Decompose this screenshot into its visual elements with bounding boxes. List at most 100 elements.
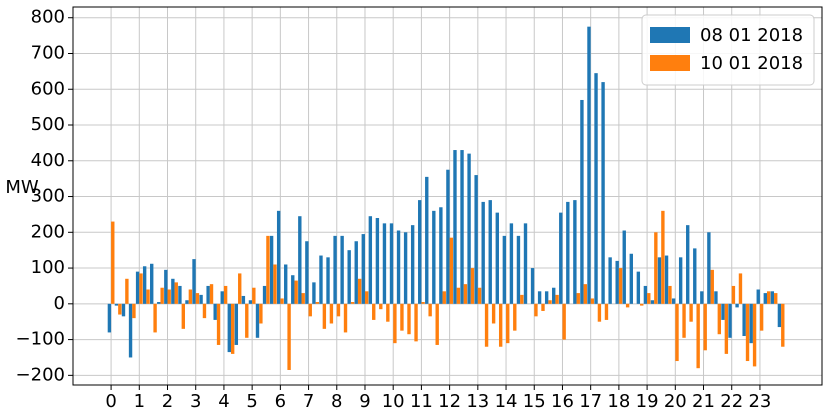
bar: [421, 302, 425, 304]
bar: [544, 291, 549, 304]
bar: [481, 201, 485, 304]
y-axis-label: MW: [5, 177, 39, 198]
x-tick-label: 20: [664, 391, 687, 412]
x-tick-label: 4: [218, 391, 229, 412]
bar: [213, 303, 217, 320]
y-tick-label: −100: [16, 329, 65, 350]
bar: [770, 291, 775, 304]
bar: [336, 303, 341, 317]
bar: [125, 278, 129, 304]
bar: [146, 289, 150, 304]
bar: [164, 269, 168, 304]
bar: [287, 303, 291, 370]
bar: [150, 263, 154, 304]
bar: [315, 302, 319, 304]
bar: [777, 303, 782, 328]
x-tick-label: 14: [495, 391, 518, 412]
bar: [759, 303, 764, 331]
x-tick-label: 17: [579, 391, 602, 412]
bar: [245, 303, 249, 338]
bar: [559, 212, 563, 304]
bar: [209, 284, 214, 304]
bar: [597, 303, 602, 322]
bar: [322, 303, 327, 329]
bar: [139, 273, 143, 304]
bar: [728, 303, 732, 338]
bar: [220, 291, 224, 304]
bar: [654, 232, 658, 304]
legend-label: 10 01 2018: [700, 53, 803, 74]
x-tick-label: 21: [692, 391, 715, 412]
y-tick-label: 300: [31, 186, 65, 207]
bar: [230, 303, 235, 354]
bar: [686, 225, 690, 304]
bar: [114, 303, 119, 306]
bar: [192, 259, 196, 304]
bar: [446, 169, 450, 304]
bar: [259, 303, 263, 324]
x-tick-label: 10: [382, 391, 405, 412]
bar: [671, 298, 676, 304]
bar: [752, 303, 757, 367]
bar: [142, 266, 147, 304]
bar: [178, 285, 182, 304]
bar: [590, 298, 595, 304]
x-tick-label: 11: [410, 391, 433, 412]
bar: [410, 225, 415, 304]
bar: [153, 303, 157, 333]
bar: [294, 280, 298, 304]
bar: [326, 257, 330, 304]
bar: [700, 291, 704, 304]
bar: [707, 232, 711, 304]
x-tick-label: 7: [303, 391, 314, 412]
bar: [774, 293, 778, 304]
bar: [276, 210, 281, 304]
bar: [241, 295, 246, 304]
x-tick-label: 13: [466, 391, 489, 412]
bar: [333, 235, 337, 304]
bar: [291, 275, 295, 304]
bar: [301, 293, 305, 304]
bar: [319, 255, 323, 304]
bar: [703, 303, 707, 351]
bar: [735, 303, 739, 308]
bar: [449, 237, 454, 304]
bar: [629, 253, 633, 304]
bar: [625, 303, 630, 308]
bar: [202, 303, 207, 319]
bar: [661, 210, 665, 304]
x-tick-label: 18: [607, 391, 630, 412]
bar: [721, 303, 725, 320]
plot-frame: [72, 6, 823, 386]
x-tick-label: 2: [162, 391, 173, 412]
bar: [357, 278, 362, 304]
bar: [576, 293, 580, 304]
bar: [181, 303, 185, 329]
bar: [305, 241, 309, 304]
bar: [456, 287, 461, 304]
bar: [118, 303, 122, 315]
bar: [160, 287, 164, 304]
bar: [594, 73, 598, 304]
bar: [195, 293, 200, 304]
x-tick-label: 8: [331, 391, 342, 412]
legend-swatch: [650, 55, 690, 71]
bar: [696, 303, 700, 369]
legend-swatch: [650, 27, 690, 43]
bar: [132, 303, 136, 319]
y-tick-label: 600: [31, 78, 65, 99]
bar: [329, 303, 334, 324]
bar: [710, 269, 714, 304]
bar: [364, 291, 369, 304]
bar: [343, 303, 348, 333]
bar: [573, 200, 577, 304]
bar: [157, 302, 161, 304]
bar: [678, 257, 683, 304]
bar: [199, 294, 203, 304]
bar: [171, 278, 175, 304]
x-tick-label: 9: [359, 391, 370, 412]
bar: [393, 303, 397, 344]
bar: [506, 303, 510, 344]
bar: [622, 230, 626, 304]
bar: [262, 285, 267, 304]
